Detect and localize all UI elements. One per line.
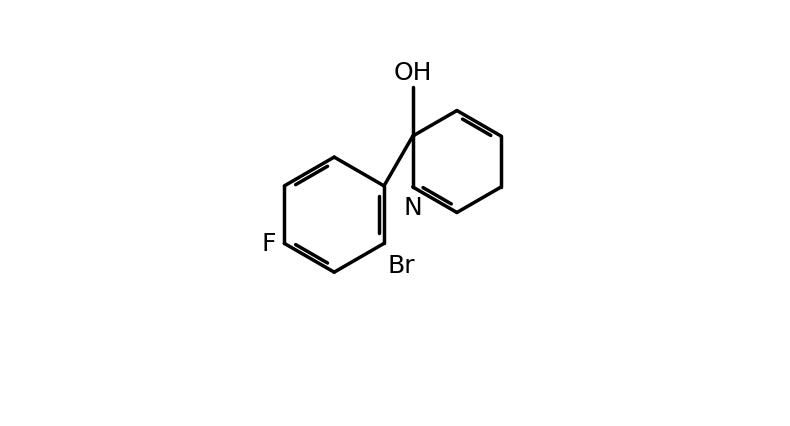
Text: F: F: [261, 232, 276, 256]
Text: Br: Br: [387, 253, 415, 278]
Text: OH: OH: [393, 60, 432, 85]
Text: N: N: [404, 196, 422, 220]
